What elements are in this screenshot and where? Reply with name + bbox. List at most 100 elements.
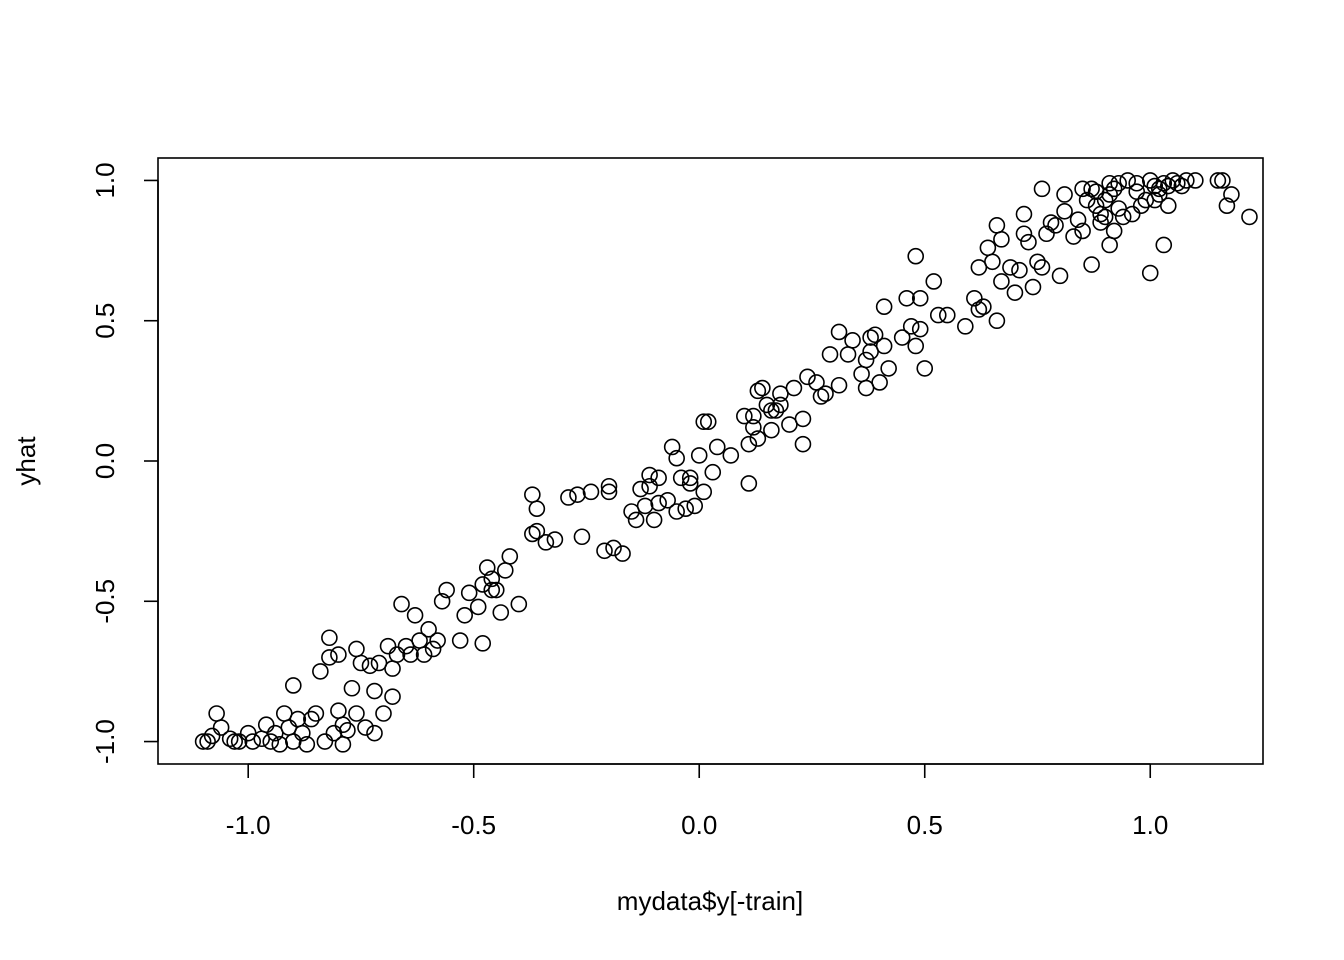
data-point	[330, 702, 347, 719]
data-point	[754, 379, 771, 397]
data-point	[830, 376, 848, 394]
data-point	[1178, 172, 1195, 189]
data-point	[1209, 172, 1227, 189]
data-point	[1164, 172, 1182, 189]
x-axis: -1.0 -0.5 0.0 0.5 1.0	[226, 763, 1168, 840]
data-point	[1074, 180, 1091, 198]
data-point	[357, 719, 374, 736]
data-point	[1128, 183, 1146, 200]
data-point	[546, 531, 564, 548]
data-point	[1083, 180, 1100, 198]
data-point	[1002, 259, 1019, 276]
data-point	[1101, 174, 1118, 192]
data-point	[993, 273, 1010, 290]
x-axis-label: mydata$y[-train]	[617, 886, 803, 916]
data-point	[524, 486, 541, 503]
data-point	[1150, 180, 1168, 198]
x-tick-label: -0.5	[451, 810, 496, 840]
data-point	[645, 511, 663, 529]
y-axis-label: yhat	[11, 436, 41, 486]
data-point	[438, 581, 455, 599]
data-point	[348, 640, 365, 658]
data-point	[560, 489, 577, 506]
data-point	[1020, 233, 1037, 251]
data-point	[451, 632, 469, 649]
data-point	[907, 247, 925, 265]
data-point	[758, 396, 776, 414]
data-point	[393, 595, 410, 613]
data-point	[893, 329, 911, 346]
data-point	[799, 368, 816, 386]
data-point	[767, 402, 785, 419]
data-point	[1047, 217, 1064, 234]
data-point	[262, 733, 280, 750]
data-point	[699, 413, 717, 431]
data-point	[285, 677, 302, 694]
data-point	[307, 705, 325, 722]
data-point	[875, 298, 893, 315]
data-point	[271, 736, 289, 753]
data-point	[433, 592, 451, 610]
data-point	[957, 318, 974, 335]
data-point	[672, 469, 690, 487]
data-point	[429, 632, 446, 649]
data-point	[402, 646, 419, 663]
data-point	[343, 679, 361, 697]
data-point	[1015, 225, 1033, 243]
data-point	[1119, 172, 1136, 189]
data-point	[763, 421, 780, 439]
data-point	[740, 435, 758, 453]
data-point	[221, 730, 239, 748]
data-point	[1056, 186, 1073, 203]
data-point	[880, 360, 897, 377]
data-point	[199, 733, 216, 750]
data-point	[641, 466, 658, 484]
data-point	[375, 705, 392, 722]
data-point	[1241, 208, 1258, 226]
data-point	[456, 607, 473, 624]
data-point	[569, 486, 586, 503]
data-point	[1096, 191, 1114, 209]
data-point	[681, 469, 699, 487]
data-point	[1042, 214, 1060, 231]
data-point	[1141, 172, 1159, 189]
data-point	[749, 430, 767, 447]
data-point	[907, 337, 925, 355]
data-point	[844, 332, 861, 349]
data-point	[474, 635, 492, 652]
data-point	[1146, 177, 1164, 195]
data-point	[911, 320, 929, 338]
data-point	[510, 595, 528, 613]
data-point	[1187, 172, 1204, 189]
data-point	[1038, 225, 1055, 243]
data-point	[312, 663, 329, 680]
data-point	[1029, 253, 1046, 271]
data-point	[817, 385, 834, 402]
data-point	[830, 323, 848, 341]
data-point	[993, 231, 1010, 248]
data-point	[925, 273, 943, 290]
data-point	[1087, 183, 1105, 200]
y-tick-label: 0.0	[90, 443, 120, 479]
data-point	[325, 724, 343, 742]
data-point	[1033, 259, 1051, 276]
data-point	[749, 382, 767, 400]
data-point	[1087, 197, 1105, 214]
data-point	[966, 289, 983, 307]
data-point	[298, 736, 316, 753]
data-point	[1159, 177, 1177, 195]
data-point	[690, 447, 708, 464]
data-point	[1065, 228, 1082, 245]
data-point	[722, 447, 740, 464]
data-point	[1123, 205, 1141, 223]
data-point	[487, 581, 505, 599]
data-point	[1114, 208, 1132, 226]
data-point	[212, 719, 230, 736]
data-point	[812, 388, 830, 405]
data-point	[902, 318, 920, 335]
data-point	[352, 654, 370, 672]
data-point	[1223, 186, 1240, 203]
data-point	[478, 559, 496, 576]
data-point	[469, 598, 487, 616]
data-point	[348, 705, 365, 722]
